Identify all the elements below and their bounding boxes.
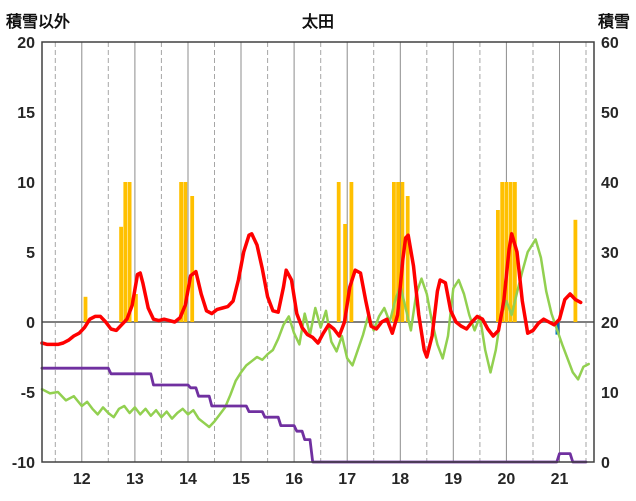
svg-text:40: 40 [601,175,619,192]
svg-text:60: 60 [601,35,619,52]
svg-text:17: 17 [338,471,356,488]
svg-text:50: 50 [601,105,619,122]
left-axis-title: 積雪以外 [6,14,71,31]
svg-text:18: 18 [391,471,409,488]
svg-text:15: 15 [17,105,35,122]
chart-title: 太田 [301,14,334,31]
svg-text:10: 10 [17,175,35,192]
svg-text:15: 15 [232,471,250,488]
svg-text:12: 12 [73,471,91,488]
svg-text:20: 20 [601,315,619,332]
svg-text:16: 16 [285,471,303,488]
svg-text:20: 20 [17,35,35,52]
svg-text:5: 5 [26,245,35,262]
svg-text:10: 10 [601,385,619,402]
svg-text:-5: -5 [21,385,35,402]
svg-text:-10: -10 [12,455,35,472]
svg-text:19: 19 [444,471,462,488]
svg-text:21: 21 [551,471,569,488]
svg-text:0: 0 [26,315,35,332]
right-axis-title: 積雪 [597,14,630,31]
svg-text:13: 13 [126,471,144,488]
svg-text:30: 30 [601,245,619,262]
svg-text:14: 14 [179,471,197,488]
svg-text:20: 20 [498,471,516,488]
svg-text:0: 0 [601,455,610,472]
